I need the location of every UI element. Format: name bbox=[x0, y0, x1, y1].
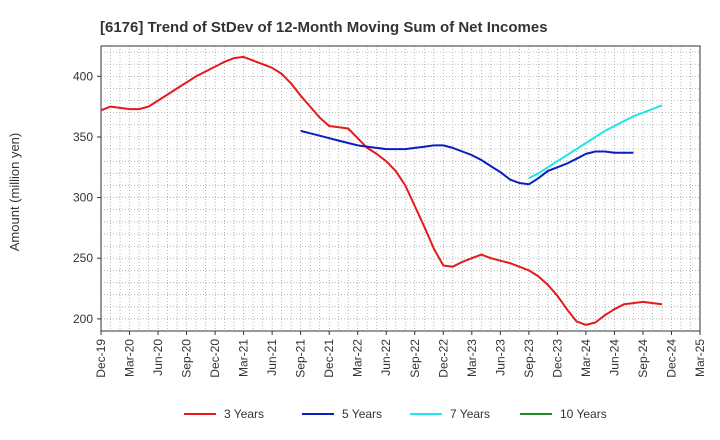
x-tick-label: Mar-23 bbox=[465, 339, 479, 377]
x-tick-label: Sep-23 bbox=[522, 339, 536, 378]
x-tick-label: Jun-24 bbox=[607, 339, 621, 376]
x-tick-label: Mar-25 bbox=[693, 339, 707, 377]
y-tick-label: 250 bbox=[73, 251, 93, 265]
x-tick-label: Sep-20 bbox=[180, 339, 194, 378]
x-tick-label: Jun-20 bbox=[151, 339, 165, 376]
y-tick-label: 200 bbox=[73, 312, 93, 326]
legend-label: 7 Years bbox=[450, 407, 490, 421]
series-line-2 bbox=[300, 129, 634, 186]
plot-area: 200 250 300 350 400 Dec-19 Mar-20 Jun-20 Sep-20 D… bbox=[73, 45, 707, 378]
y-tick-label: 300 bbox=[73, 191, 93, 205]
chart-title: [6176] Trend of StDev of 12-Month Moving… bbox=[100, 19, 548, 36]
legend-label: 3 Years bbox=[224, 407, 264, 421]
y-tick-label: 400 bbox=[73, 69, 93, 83]
x-tick-label: Sep-22 bbox=[408, 339, 422, 378]
x-tick-label: Dec-20 bbox=[208, 339, 222, 378]
x-tick-label: Dec-23 bbox=[550, 339, 564, 378]
x-tick-label: Mar-20 bbox=[123, 339, 137, 377]
x-tick-label: Dec-19 bbox=[94, 339, 108, 378]
y-axis-label: Amount (million yen) bbox=[7, 133, 22, 252]
x-tick-label: Mar-24 bbox=[579, 339, 593, 377]
x-tick-label: Jun-23 bbox=[493, 339, 507, 376]
x-tick-label: Dec-21 bbox=[322, 339, 336, 378]
legend-label: 10 Years bbox=[560, 407, 607, 421]
series-line-3 bbox=[528, 104, 663, 180]
x-tick-label: Dec-24 bbox=[664, 339, 678, 378]
legend: 3 Years 5 Years 7 Years 10 Years bbox=[184, 407, 607, 421]
y-tick-label: 350 bbox=[73, 130, 93, 144]
plot-frame bbox=[100, 45, 701, 332]
x-tick-label: Jun-22 bbox=[379, 339, 393, 376]
series-line-1 bbox=[100, 55, 663, 326]
x-tick-label: Mar-21 bbox=[237, 339, 251, 377]
x-tick-label: Dec-22 bbox=[436, 339, 450, 378]
x-tick-label: Sep-21 bbox=[294, 339, 308, 378]
x-tick-label: Jun-21 bbox=[265, 339, 279, 376]
x-tick-label: Sep-24 bbox=[636, 339, 650, 378]
x-tick-label: Mar-22 bbox=[351, 339, 365, 377]
legend-label: 5 Years bbox=[342, 407, 382, 421]
